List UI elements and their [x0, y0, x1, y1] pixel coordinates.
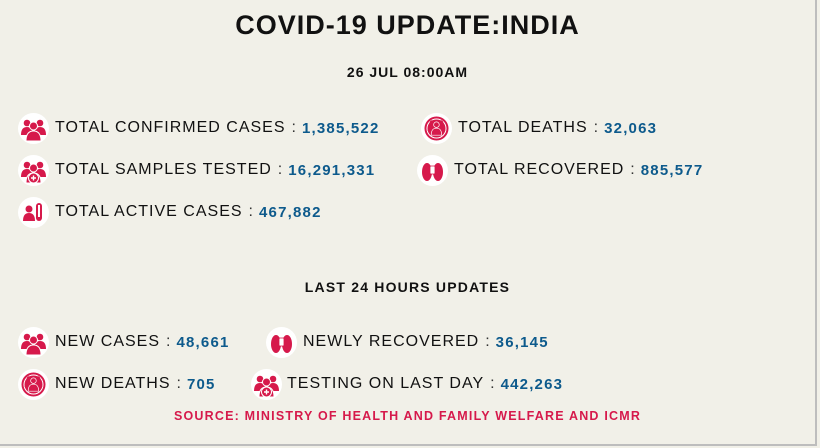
stat-total-samples: TOTAL SAMPLES TESTED:16,291,331	[18, 154, 375, 186]
stat-value: 48,661	[176, 333, 230, 351]
separator: :	[176, 375, 181, 392]
stat-value: 885,577	[640, 161, 704, 179]
stat-label: TOTAL SAMPLES TESTED	[55, 161, 272, 178]
separator: :	[166, 333, 171, 350]
stat-new-deaths: NEW DEATHS:705	[18, 368, 216, 400]
separator: :	[630, 161, 635, 178]
stat-value: 442,263	[500, 375, 564, 393]
separator: :	[291, 119, 296, 136]
stat-total-active: TOTAL ACTIVE CASES:467,882	[18, 196, 322, 228]
update-date: 26 JUL 08:00AM	[346, 64, 469, 80]
feet-tag-icon	[417, 154, 448, 186]
stat-total-deaths: TOTAL DEATHS:32,063	[421, 112, 657, 144]
stat-value: 36,145	[495, 333, 549, 351]
separator: :	[277, 161, 283, 178]
people-medical-icon	[251, 368, 282, 400]
stat-value: 467,882	[258, 203, 322, 221]
stat-testing-last-day: TESTING ON LAST DAY:442,263	[251, 368, 563, 400]
separator: :	[593, 119, 599, 136]
last-24-hours-heading: LAST 24 HOURS UPDATES	[304, 279, 511, 295]
stat-label: TESTING ON LAST DAY	[287, 375, 485, 392]
stat-value: 1,385,522	[301, 119, 380, 137]
deaths-icon	[18, 368, 49, 400]
separator: :	[485, 333, 490, 350]
stat-label: NEW CASES	[55, 333, 161, 350]
people-group-icon	[18, 112, 49, 144]
stat-label: TOTAL ACTIVE CASES	[55, 203, 243, 220]
stat-label: TOTAL CONFIRMED CASES	[55, 119, 286, 136]
stat-newly-recovered: NEWLY RECOVERED:36,145	[266, 326, 549, 358]
stat-value: 705	[186, 375, 216, 393]
stat-value: 16,291,331	[288, 161, 376, 179]
stat-value: 32,063	[604, 119, 658, 137]
stat-label: NEW DEATHS	[55, 375, 171, 392]
people-group-icon	[18, 326, 49, 358]
separator: :	[248, 203, 253, 220]
source-note: SOURCE: MINISTRY OF HEALTH AND FAMILY WE…	[173, 409, 642, 423]
deaths-icon	[421, 112, 452, 144]
feet-tag-icon	[266, 326, 297, 358]
stat-label: NEWLY RECOVERED	[303, 333, 480, 350]
stat-total-recovered: TOTAL RECOVERED:885,577	[417, 154, 703, 186]
stat-label: TOTAL DEATHS	[458, 119, 588, 136]
stat-total-confirmed: TOTAL CONFIRMED CASES:1,385,522	[18, 112, 380, 144]
person-test-tube-icon	[18, 196, 49, 228]
separator: :	[490, 375, 495, 392]
people-medical-icon	[18, 154, 49, 186]
stat-label: TOTAL RECOVERED	[454, 161, 625, 178]
stat-new-cases: NEW CASES:48,661	[18, 326, 230, 358]
page-title: COVID-19 UPDATE:INDIA	[235, 10, 580, 40]
